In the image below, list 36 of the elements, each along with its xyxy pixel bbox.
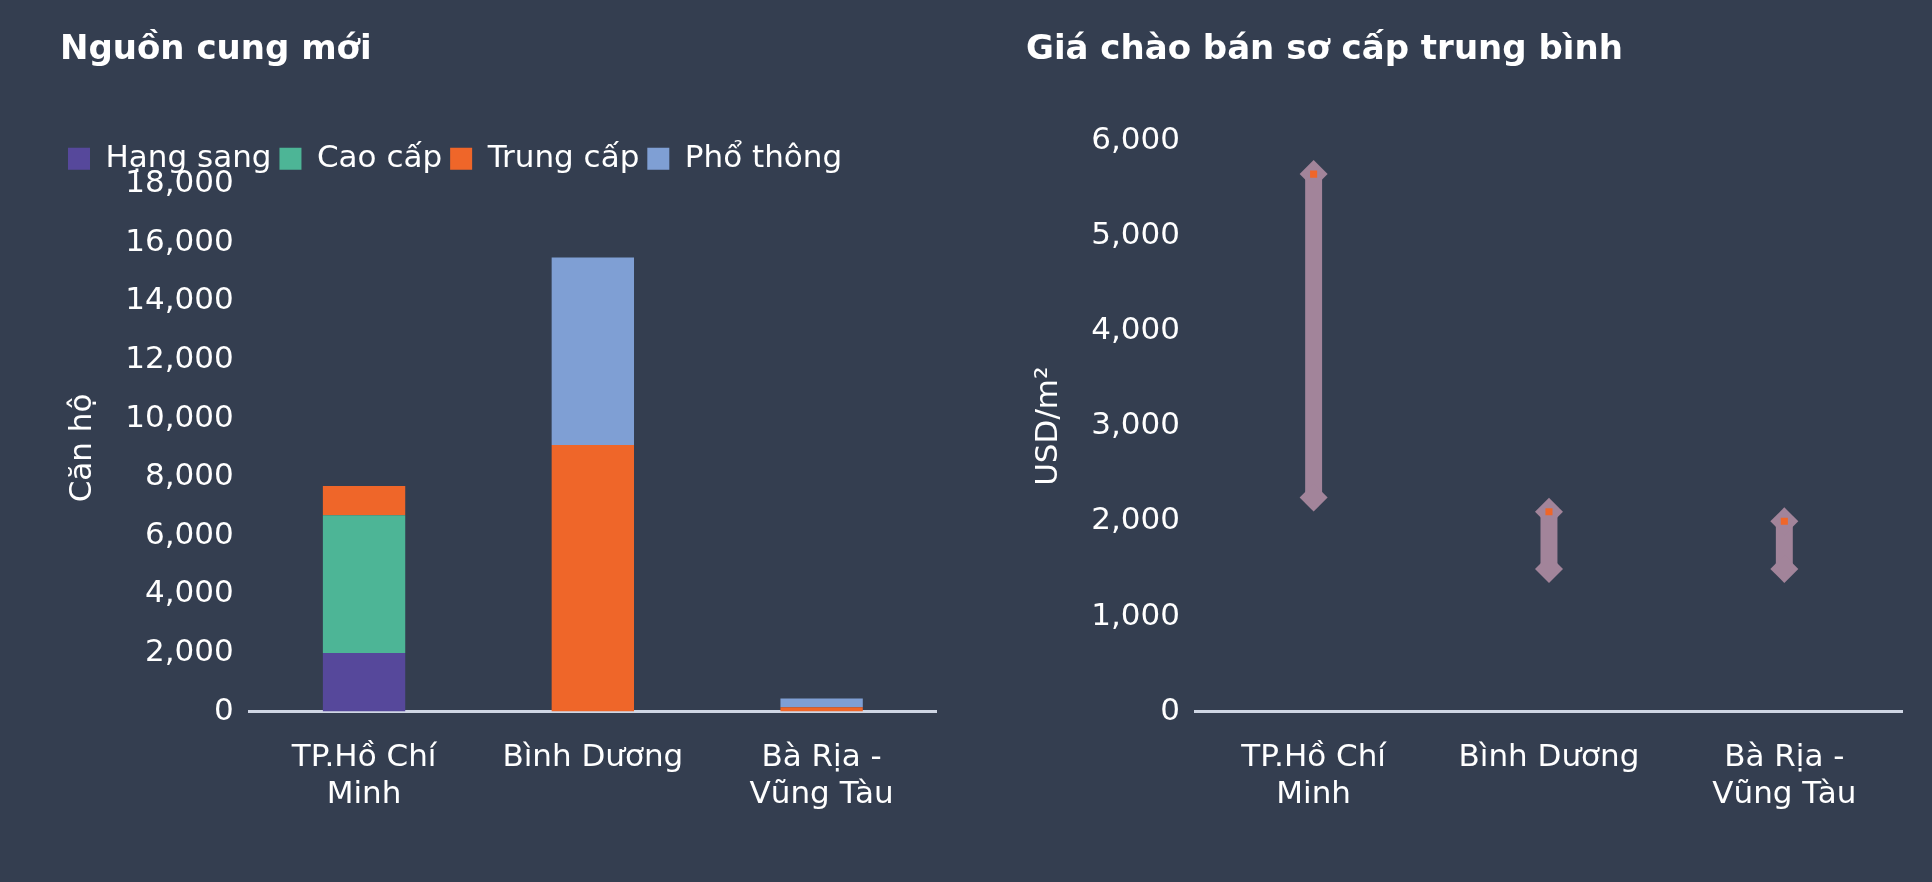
y-tick-label: 10,000 <box>125 397 234 434</box>
y-tick-label: 4,000 <box>1091 310 1180 347</box>
bar <box>322 653 406 712</box>
y-tick-label: 6,000 <box>144 514 234 551</box>
legend-label: Trung cấp <box>486 137 640 174</box>
y-tick-label: 4,000 <box>144 573 234 610</box>
y-tick-label: 6,000 <box>1091 119 1180 156</box>
x-tick-label: Bà Rịa - Vũng Tàu <box>1712 737 1857 811</box>
y-tick-label: 0 <box>213 690 234 727</box>
y-tick-label: 0 <box>1160 690 1180 727</box>
bar <box>551 257 635 445</box>
x-tick-label: Bình Dương <box>1458 737 1640 774</box>
chart-title: Nguồn cung mới <box>60 27 372 68</box>
y-tick-label: 2,000 <box>144 632 234 669</box>
x-tick-label: Bình Dương <box>502 737 684 774</box>
bar <box>780 707 863 712</box>
legend-label: Cao cấp <box>316 137 443 174</box>
y-tick-label: 2,000 <box>1091 500 1180 537</box>
y-tick-label: 1,000 <box>1091 595 1180 632</box>
y-tick-label: 14,000 <box>125 280 234 317</box>
y-tick-label: 3,000 <box>1091 405 1180 442</box>
legend-label: Phổ thông <box>684 137 843 174</box>
bar <box>551 444 635 712</box>
y-axis-title: USD/m² <box>1027 366 1064 486</box>
y-tick-label: 16,000 <box>125 221 234 258</box>
y-tick-label: 5,000 <box>1091 214 1180 251</box>
y-tick-label: 8,000 <box>144 456 234 493</box>
y-tick-label: 12,000 <box>125 339 234 376</box>
bar <box>322 485 406 516</box>
x-tick-label: Bà Rịa - Vũng Tàu <box>749 737 894 811</box>
chart-title: Giá chào bán sơ cấp trung bình <box>1026 27 1623 68</box>
x-tick-label: TP.Hồ Chí Minh <box>290 737 438 811</box>
bar <box>322 515 406 653</box>
bar <box>780 698 863 708</box>
y-axis-title: Căn hộ <box>61 393 98 503</box>
x-tick-label: TP.Hồ Chí Minh <box>1240 737 1388 811</box>
